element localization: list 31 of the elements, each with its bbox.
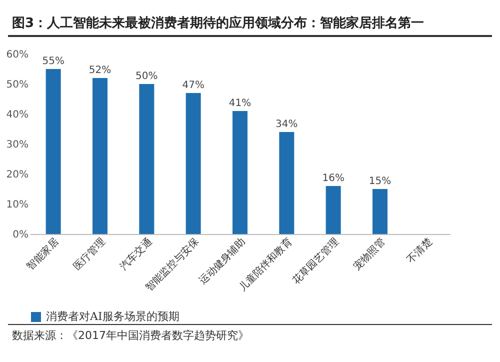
data-label: 50% (136, 71, 158, 82)
data-label: 41% (228, 98, 252, 109)
source-note: 数据来源：《2017年中国消费者数字趋势研究》 (8, 324, 492, 346)
y-tick-label: 30% (6, 140, 28, 150)
bar (279, 132, 294, 234)
bar (372, 189, 388, 234)
y-tick-label: 10% (6, 200, 28, 210)
legend-label: 消费者对AI服务场景的预期 (46, 310, 180, 323)
bar (232, 111, 248, 234)
x-tick-label: 汽车交通 (118, 236, 154, 273)
x-tick-label: 宠物照管 (351, 236, 388, 273)
bar (326, 186, 341, 234)
data-label: 15% (368, 176, 392, 187)
data-label: 16% (322, 173, 344, 184)
x-tick-label: 不清楚 (404, 236, 434, 266)
data-label: 52% (88, 65, 112, 76)
bar (186, 93, 201, 234)
bar (46, 69, 61, 234)
y-tick-label: 50% (6, 80, 28, 90)
x-tick-label: 花草园艺管理 (290, 236, 342, 287)
y-tick-label: 20% (6, 170, 28, 180)
bar (92, 78, 108, 234)
chart-title: 图3：人工智能未来最被消费者期待的应用领域分布：智能家居排名第一 (8, 8, 492, 37)
bar (139, 84, 154, 234)
y-tick-label: 60% (6, 50, 28, 60)
data-label: 47% (182, 80, 204, 91)
y-tick-label: 40% (6, 110, 28, 120)
x-tick-label: 医疗管理 (71, 236, 108, 273)
data-label: 55% (42, 56, 64, 67)
data-label: 34% (276, 119, 298, 130)
y-tick-label: 0% (12, 230, 28, 240)
